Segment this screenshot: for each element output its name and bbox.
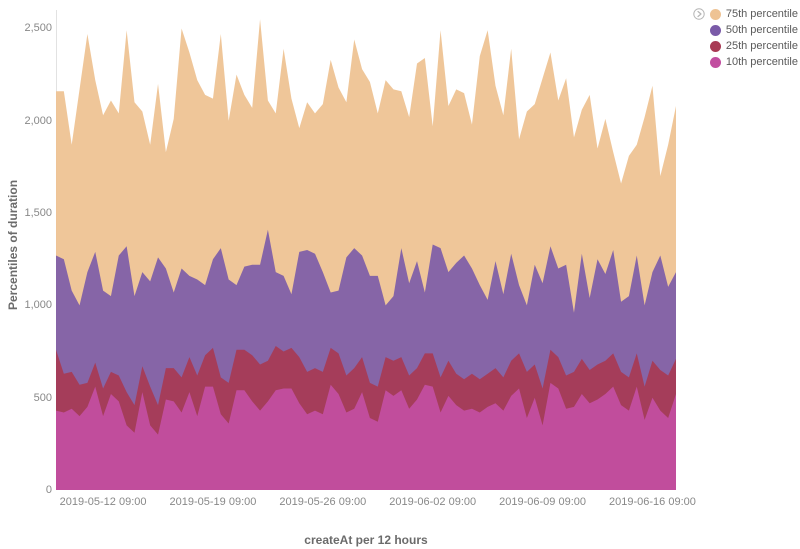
legend-label: 50th percentile: [726, 24, 798, 36]
x-tick-label: 2019-05-19 09:00: [170, 496, 257, 508]
y-tick-label: 500: [4, 392, 52, 404]
legend-swatch: [710, 57, 721, 68]
y-tick-label: 1,500: [4, 207, 52, 219]
legend-swatch: [710, 9, 721, 20]
y-tick-label: 2,000: [4, 115, 52, 127]
x-axis-label: createAt per 12 hours: [56, 533, 676, 547]
legend-swatch: [710, 25, 721, 36]
y-tick-label: 0: [4, 484, 52, 496]
x-tick-label: 2019-05-12 09:00: [60, 496, 147, 508]
plot-area: [56, 10, 676, 490]
legend: 75th percentile 50th percentile 25th per…: [693, 6, 798, 70]
y-axis-label: Percentiles of duration: [6, 180, 20, 310]
legend-label: 10th percentile: [726, 56, 798, 68]
legend-swatch: [710, 41, 721, 52]
x-tick-label: 2019-05-26 09:00: [279, 496, 366, 508]
chevron-right-icon[interactable]: [693, 8, 705, 20]
x-tick-label: 2019-06-16 09:00: [609, 496, 696, 508]
area-svg: [56, 10, 676, 490]
y-tick-label: 1,000: [4, 299, 52, 311]
percentiles-area-chart: Percentiles of duration createAt per 12 …: [0, 0, 800, 549]
legend-label: 25th percentile: [726, 40, 798, 52]
x-tick-label: 2019-06-09 09:00: [499, 496, 586, 508]
x-tick-label: 2019-06-02 09:00: [389, 496, 476, 508]
y-tick-label: 2,500: [4, 22, 52, 34]
legend-label: 75th percentile: [726, 8, 798, 20]
